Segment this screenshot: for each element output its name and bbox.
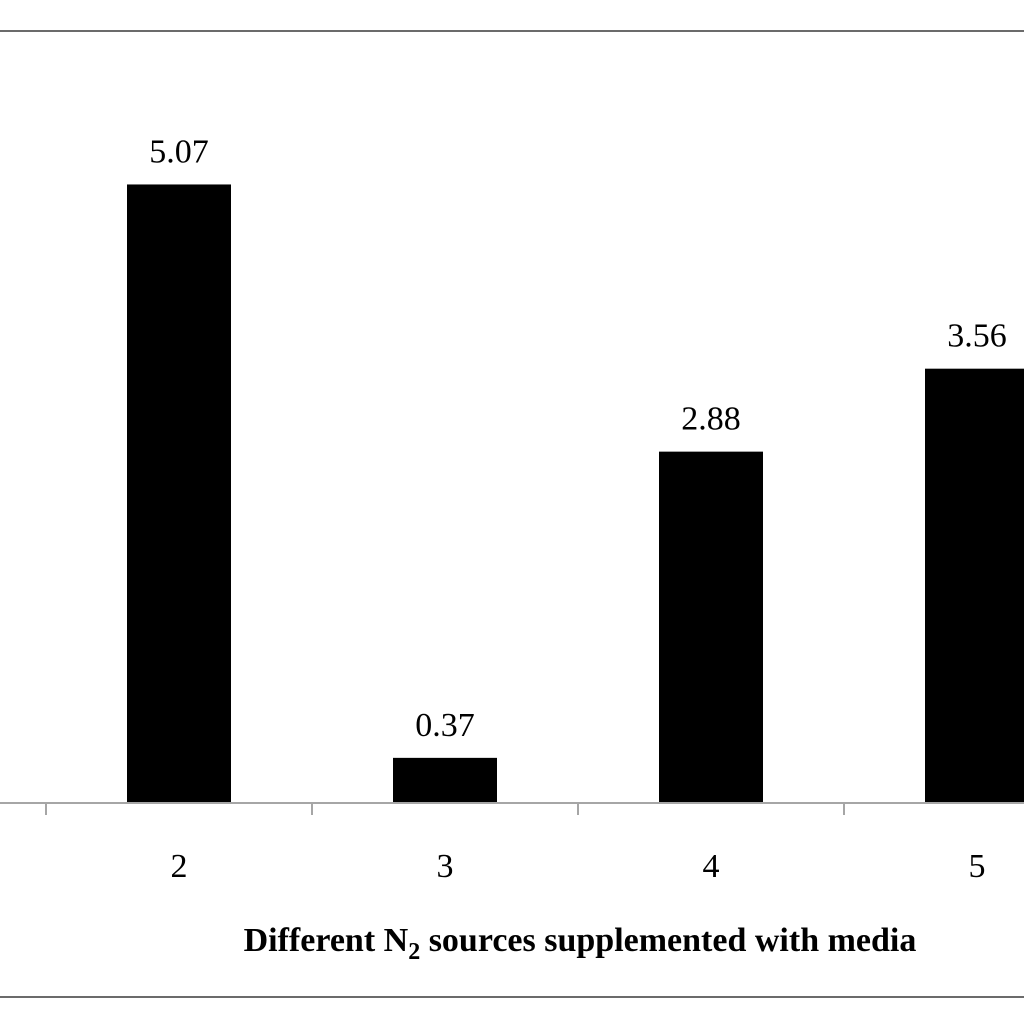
bars-layer (127, 184, 1024, 803)
x-axis-title-subscript: 2 (408, 939, 420, 965)
bar-2 (127, 184, 231, 803)
data-label-3: 0.37 (415, 707, 475, 744)
x-tick-label-4: 4 (703, 848, 720, 885)
x-axis-title-part-2: sources supplemented with media (420, 922, 916, 959)
x-tick-label-2: 2 (171, 848, 188, 885)
x-axis-title: Different N2 sources supplemented with m… (244, 922, 917, 965)
labels-layer: 5.07 2 0.37 3 2.88 4 3.56 5 (149, 133, 1007, 885)
data-label-5: 3.56 (947, 318, 1007, 355)
x-axis-title-part-1: Different N (244, 922, 409, 959)
data-label-2: 5.07 (149, 133, 209, 170)
bar-4 (659, 451, 763, 803)
bar-5 (925, 368, 1024, 803)
x-tick-label-3: 3 (437, 848, 454, 885)
x-tick-label-5: 5 (969, 848, 986, 885)
chart-frame (0, 30, 1024, 998)
x-axis (0, 802, 1024, 815)
data-label-4: 2.88 (681, 401, 741, 438)
bar-3 (393, 757, 497, 803)
